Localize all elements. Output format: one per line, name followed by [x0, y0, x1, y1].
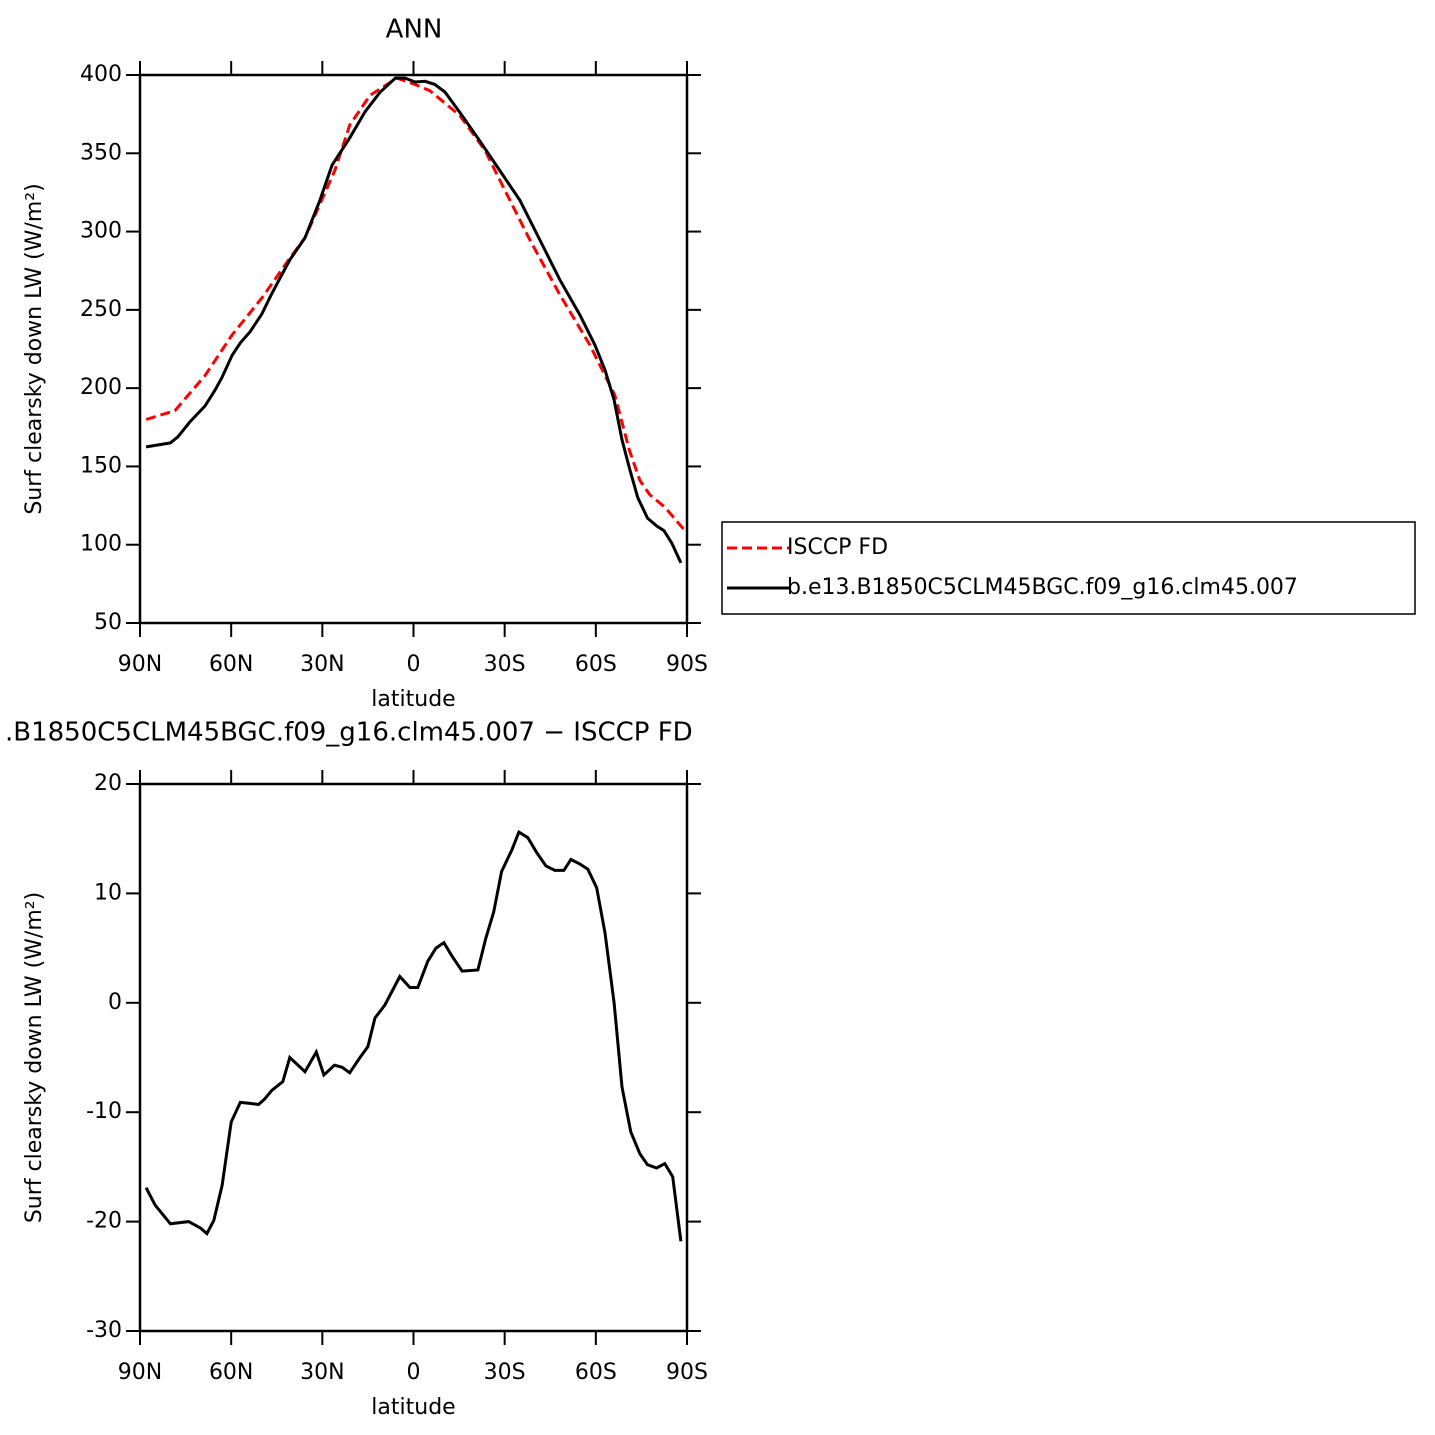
- y-tick-label: 150: [80, 453, 122, 478]
- y-tick-label: -20: [86, 1209, 122, 1234]
- data-line: [145, 76, 683, 564]
- x-axis-label: latitude: [371, 1395, 455, 1420]
- y-tick-label: 100: [80, 532, 122, 557]
- chart-title: .B1850C5CLM45BGC.f09_g16.clm45.007 − ISC…: [5, 718, 693, 748]
- x-tick-label: 90S: [666, 652, 708, 677]
- plot-frame: [138, 73, 689, 625]
- y-tick-label: 250: [80, 297, 122, 322]
- y-tick-label: -10: [86, 1099, 122, 1124]
- x-tick-label: 60S: [575, 652, 617, 677]
- legend-box: [721, 521, 1416, 615]
- data-line: [145, 76, 687, 532]
- y-tick-label: 400: [80, 62, 122, 87]
- y-tick-label: 10: [94, 880, 122, 905]
- legend-label: b.e13.B1850C5CLM45BGC.f09_g16.clm45.007: [787, 575, 1298, 600]
- plot-frame: [138, 782, 689, 1333]
- y-tick-label: 350: [80, 140, 122, 165]
- x-tick-label: 0: [407, 652, 421, 677]
- x-tick-label: 60S: [575, 1360, 617, 1385]
- legend-label: ISCCP FD: [787, 535, 888, 560]
- x-tick-label: 30N: [300, 1360, 344, 1385]
- x-tick-label: 0: [407, 1360, 421, 1385]
- y-tick-label: 300: [80, 219, 122, 244]
- x-tick-label: 60N: [209, 652, 253, 677]
- y-tick-label: 0: [108, 990, 122, 1015]
- y-tick-label: 200: [80, 375, 122, 400]
- y-tick-label: -30: [86, 1318, 122, 1343]
- x-tick-label: 30S: [484, 1360, 526, 1385]
- data-line: [144, 829, 683, 1242]
- x-tick-label: 60N: [209, 1360, 253, 1385]
- x-tick-label: 30N: [300, 652, 344, 677]
- x-tick-label: 30S: [484, 652, 526, 677]
- y-tick-label: 50: [94, 610, 122, 635]
- y-tick-label: 20: [94, 771, 122, 796]
- x-axis-label: latitude: [371, 687, 455, 712]
- x-tick-label: 90N: [118, 1360, 162, 1385]
- y-axis-label: Surf clearsky down LW (W/m²): [22, 183, 47, 514]
- chart-title: ANN: [386, 15, 443, 45]
- x-tick-label: 90S: [666, 1360, 708, 1385]
- y-axis-label: Surf clearsky down LW (W/m²): [22, 892, 47, 1223]
- x-tick-label: 90N: [118, 652, 162, 677]
